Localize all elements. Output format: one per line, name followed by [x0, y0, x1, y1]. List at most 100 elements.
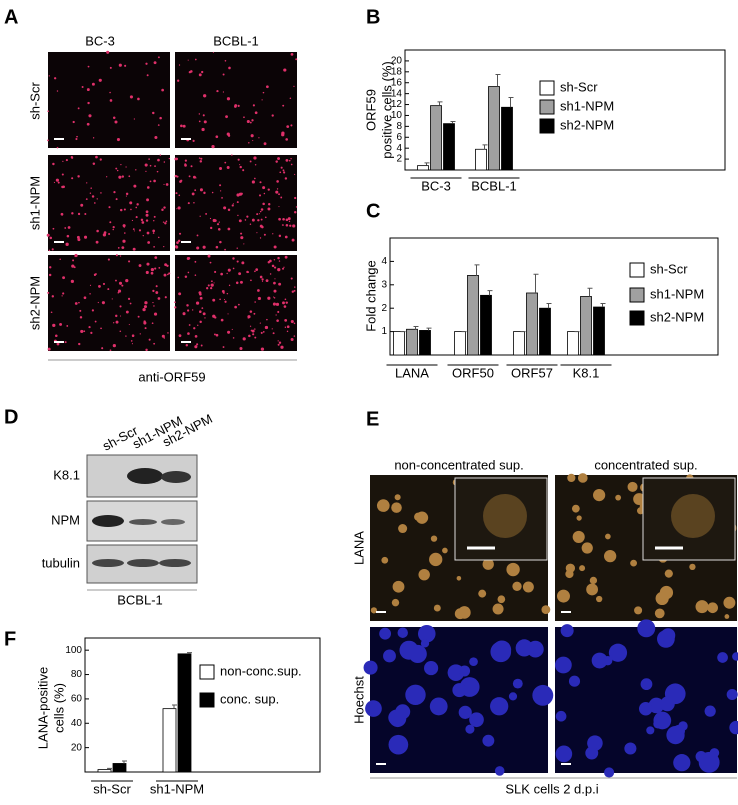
signal: [176, 208, 178, 210]
signal: [232, 257, 235, 260]
signal: [138, 229, 142, 232]
signal: [273, 281, 276, 285]
signal: [72, 259, 75, 262]
signal: [238, 192, 243, 196]
signal: [57, 181, 60, 184]
plot-frame: [404, 49, 726, 171]
signal: [227, 268, 231, 272]
signal: [199, 215, 201, 217]
signal: [103, 231, 107, 234]
signal: [237, 214, 239, 217]
signal: [125, 192, 129, 196]
signal: [259, 181, 262, 184]
signal: [273, 266, 277, 269]
micrograph: [175, 155, 297, 251]
y-tick-label: 60: [71, 694, 83, 705]
signal: [279, 171, 282, 174]
signal: [272, 233, 274, 235]
signal: [265, 85, 269, 89]
signal: [262, 91, 265, 94]
signal: [157, 56, 160, 59]
signal: [90, 331, 93, 334]
signal: [179, 232, 182, 235]
signal: [192, 139, 195, 142]
signal: [109, 349, 112, 351]
signal: [397, 627, 408, 638]
signal: [61, 295, 63, 297]
signal: [86, 122, 90, 126]
signal: [155, 285, 158, 288]
signal: [115, 254, 118, 257]
signal: [512, 581, 522, 591]
signal: [284, 326, 287, 328]
signal: [210, 226, 213, 230]
signal: [125, 310, 129, 314]
row-label: sh-Scr: [27, 82, 42, 120]
signal: [532, 684, 554, 706]
signal: [196, 234, 199, 237]
signal: [294, 286, 296, 288]
signal: [194, 274, 197, 276]
signal: [251, 119, 254, 122]
signal: [281, 131, 285, 135]
signal: [286, 330, 289, 333]
signal: [210, 280, 213, 283]
signal: [272, 332, 275, 335]
bar: [443, 123, 455, 171]
signal: [263, 192, 266, 195]
signal: [231, 328, 233, 331]
error-bar: [587, 287, 593, 297]
signal: [78, 342, 81, 346]
signal: [379, 627, 392, 640]
signal: [137, 97, 140, 101]
signal: [596, 595, 603, 603]
bar: [112, 763, 127, 773]
signal: [579, 565, 586, 572]
signal: [107, 258, 110, 261]
signal: [121, 246, 125, 250]
inset: [642, 477, 736, 561]
signal: [178, 334, 182, 338]
row-label: K8.1: [53, 467, 80, 482]
signal: [285, 158, 289, 162]
signal: [77, 238, 81, 242]
signal: [195, 301, 200, 305]
signal: [153, 312, 158, 316]
scale-bar: [376, 611, 386, 613]
panel-letter: C: [366, 200, 380, 222]
signal: [131, 343, 134, 345]
signal: [253, 156, 257, 160]
signal: [285, 138, 288, 141]
signal: [159, 154, 162, 156]
signal: [634, 606, 643, 615]
signal: [231, 204, 234, 207]
scale-bar: [561, 611, 571, 613]
signal: [120, 164, 122, 166]
signal: [276, 180, 279, 183]
signal: [290, 158, 292, 160]
bar: [593, 306, 605, 356]
signal: [201, 70, 204, 74]
signal: [576, 515, 582, 521]
signal: [283, 305, 287, 308]
signal: [282, 104, 285, 107]
signal: [150, 271, 154, 275]
signal: [129, 302, 132, 305]
signal: [291, 238, 295, 242]
signal: [249, 121, 252, 124]
signal: [249, 223, 252, 226]
signal: [128, 323, 130, 326]
signal: [162, 221, 165, 223]
signal: [123, 232, 126, 234]
signal: [177, 206, 181, 210]
signal: [125, 195, 128, 197]
signal: [254, 336, 257, 339]
y-tick-label: 2: [381, 303, 387, 314]
signal: [157, 158, 160, 162]
signal: [122, 239, 126, 243]
x-tick-label: BC-3: [421, 178, 451, 193]
legend-label: sh-Scr: [560, 79, 598, 94]
signal: [88, 326, 91, 329]
signal: [717, 652, 728, 663]
